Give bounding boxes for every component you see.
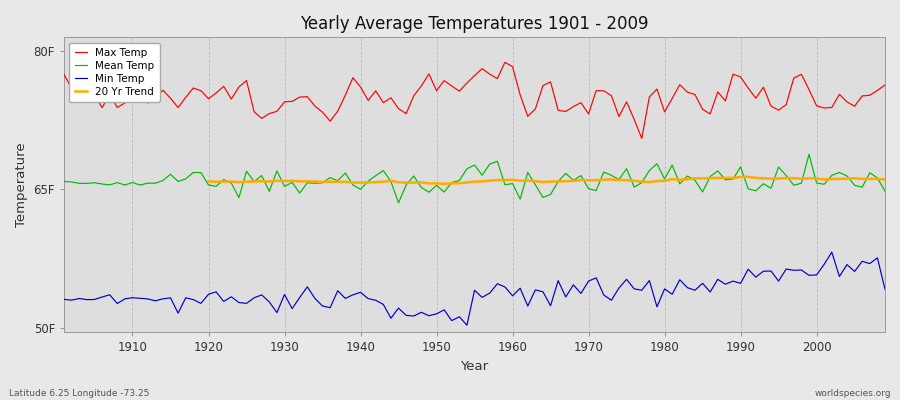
- Mean Temp: [120, 183, 130, 188]
- Max Temp: [58, 72, 69, 77]
- Mean Temp: [332, 178, 343, 183]
- 20 Yr Trend: [294, 179, 305, 184]
- Max Temp: [332, 109, 343, 114]
- Min Temp: [58, 297, 69, 302]
- 20 Yr Trend: [203, 179, 214, 184]
- Min Temp: [287, 306, 298, 311]
- Min Temp: [879, 287, 890, 292]
- Max Temp: [636, 136, 647, 141]
- Max Temp: [879, 82, 890, 87]
- 20 Yr Trend: [796, 176, 806, 181]
- Mean Temp: [507, 181, 517, 186]
- Max Temp: [500, 60, 510, 65]
- Mean Temp: [393, 200, 404, 205]
- 20 Yr Trend: [742, 174, 753, 179]
- Min Temp: [826, 250, 837, 254]
- Mean Temp: [804, 152, 814, 157]
- Max Temp: [606, 93, 616, 98]
- 20 Yr Trend: [864, 176, 875, 181]
- Max Temp: [515, 92, 526, 97]
- Min Temp: [507, 294, 517, 298]
- 20 Yr Trend: [682, 177, 693, 182]
- Legend: Max Temp, Mean Temp, Min Temp, 20 Yr Trend: Max Temp, Mean Temp, Min Temp, 20 Yr Tre…: [69, 42, 159, 102]
- Title: Yearly Average Temperatures 1901 - 2009: Yearly Average Temperatures 1901 - 2009: [301, 15, 649, 33]
- Max Temp: [287, 99, 298, 104]
- Max Temp: [507, 64, 517, 69]
- Y-axis label: Temperature: Temperature: [15, 142, 28, 227]
- 20 Yr Trend: [879, 177, 890, 182]
- Mean Temp: [58, 179, 69, 184]
- 20 Yr Trend: [781, 176, 792, 180]
- Line: 20 Yr Trend: 20 Yr Trend: [209, 177, 885, 184]
- Min Temp: [332, 288, 343, 293]
- Mean Temp: [879, 189, 890, 194]
- Min Temp: [120, 296, 130, 301]
- Min Temp: [462, 323, 472, 328]
- X-axis label: Year: Year: [461, 360, 489, 373]
- Mean Temp: [287, 180, 298, 185]
- Line: Max Temp: Max Temp: [64, 62, 885, 138]
- Line: Min Temp: Min Temp: [64, 252, 885, 325]
- Mean Temp: [515, 197, 526, 202]
- Min Temp: [606, 298, 616, 303]
- Text: worldspecies.org: worldspecies.org: [814, 389, 891, 398]
- Text: Latitude 6.25 Longitude -73.25: Latitude 6.25 Longitude -73.25: [9, 389, 149, 398]
- Min Temp: [515, 286, 526, 290]
- Line: Mean Temp: Mean Temp: [64, 154, 885, 203]
- 20 Yr Trend: [438, 182, 449, 186]
- 20 Yr Trend: [409, 180, 419, 185]
- Mean Temp: [606, 173, 616, 178]
- Max Temp: [120, 100, 130, 105]
